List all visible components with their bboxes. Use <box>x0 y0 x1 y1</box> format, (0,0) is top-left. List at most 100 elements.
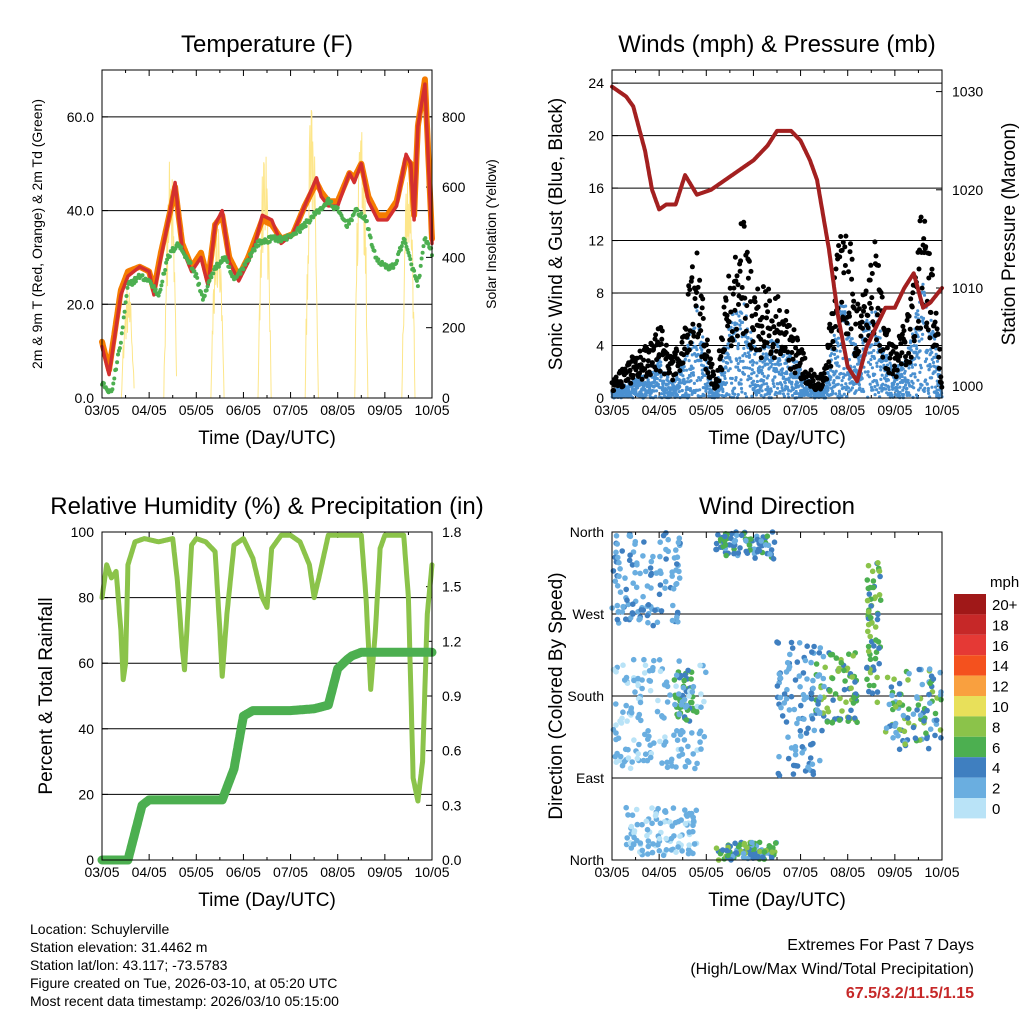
wind-point <box>842 385 846 390</box>
direction-point <box>663 530 669 536</box>
wind-point <box>913 363 918 367</box>
humidity-y2tick-label: 1.2 <box>442 633 462 649</box>
wind-point <box>866 360 871 364</box>
gust-point <box>753 311 759 317</box>
gust-point <box>849 276 855 282</box>
wind-point <box>887 388 891 392</box>
gust-point <box>686 283 692 289</box>
direction-point <box>620 603 626 610</box>
speed-legend: mph 20+ 18 16 14 12 10 8 6 4 2 0 <box>954 574 1019 819</box>
direction-point <box>864 665 870 671</box>
wind-point <box>826 386 830 390</box>
gust-point <box>802 355 808 361</box>
wind-point <box>922 290 926 294</box>
gust-point <box>726 273 732 279</box>
humidity-xtick-label: 07/05 <box>273 864 308 880</box>
direction-point <box>809 649 815 655</box>
direction-point <box>810 771 817 778</box>
winds-xtick-label: 10/05 <box>924 402 959 418</box>
wind-point <box>895 382 900 386</box>
gust-point <box>687 287 693 293</box>
wind-point <box>726 369 730 373</box>
wind-point <box>869 358 873 362</box>
wind-point <box>681 374 685 378</box>
gust-point <box>689 264 695 270</box>
direction-point <box>915 702 922 708</box>
wind-point <box>934 352 938 356</box>
gust-point <box>700 296 706 302</box>
dewpoint-point <box>364 219 369 223</box>
dewpoint-point <box>414 278 419 283</box>
direction-point <box>721 537 728 544</box>
humidity-y2tick-label: 0.9 <box>442 688 462 704</box>
winds-ytick-label: 4 <box>596 338 604 354</box>
direction-point <box>638 717 644 724</box>
humidity-ytick-label: 20 <box>78 786 94 802</box>
dewpoint-point <box>121 315 126 320</box>
direction-point <box>658 608 665 614</box>
direction-point <box>865 648 872 655</box>
wind-point <box>700 348 704 352</box>
humidity-ytick-label: 40 <box>78 721 94 737</box>
wind-point <box>760 371 765 375</box>
wind-point <box>733 392 737 396</box>
speed-legend-swatch <box>954 594 986 615</box>
wind-point <box>916 313 920 317</box>
direction-point <box>741 842 748 848</box>
wind-point <box>695 379 699 383</box>
direction-point <box>852 715 858 721</box>
direction-point <box>641 656 647 663</box>
direction-point <box>650 553 656 560</box>
direction-point <box>839 708 845 714</box>
gust-point <box>639 376 645 382</box>
direction-point <box>655 805 661 812</box>
dewpoint-point <box>408 257 413 262</box>
temp-2m-line <box>100 82 434 377</box>
gust-point <box>771 355 777 361</box>
wind-point <box>740 311 744 315</box>
direction-point <box>778 704 784 711</box>
direction-point <box>867 656 874 663</box>
wind-point <box>931 360 936 365</box>
direction-point <box>669 617 676 624</box>
wind-point <box>923 386 927 390</box>
direction-point <box>645 602 652 608</box>
direction-point <box>850 653 856 659</box>
direction-point <box>697 662 703 669</box>
direction-point <box>676 568 682 575</box>
gust-point <box>686 347 692 353</box>
dewpoint-point <box>267 239 272 244</box>
gust-point <box>734 326 739 332</box>
wind-point <box>735 312 739 316</box>
wind-point <box>835 341 840 345</box>
dewpoint-point <box>419 256 424 261</box>
direction-point <box>674 561 680 567</box>
direction-point <box>809 716 816 722</box>
wind-point <box>889 364 893 368</box>
wind-point <box>739 359 743 363</box>
direction-point <box>816 650 823 656</box>
temperature-ytick-label: 40.0 <box>67 203 94 219</box>
humidity-ytick-label: 80 <box>78 590 94 606</box>
direction-point <box>786 666 792 672</box>
gust-point <box>831 346 837 352</box>
direction-point <box>923 730 929 736</box>
gust-point <box>898 361 904 367</box>
direction-point <box>648 558 655 565</box>
direction-point <box>677 833 683 839</box>
wind-point <box>844 304 848 308</box>
wind-point <box>780 386 784 390</box>
dewpoint-point <box>347 221 351 226</box>
temperature-y2tick-label: 800 <box>442 109 466 125</box>
direction-point <box>845 714 852 721</box>
winds-ytick-label: 8 <box>596 285 604 301</box>
dewpoint-point <box>343 218 348 223</box>
direction-point <box>673 849 679 855</box>
gust-point <box>730 337 736 343</box>
direction-point <box>896 746 903 753</box>
direction-point <box>614 541 620 547</box>
wind-point <box>752 379 756 383</box>
dewpoint-point <box>398 247 403 252</box>
direction-point <box>819 727 825 734</box>
